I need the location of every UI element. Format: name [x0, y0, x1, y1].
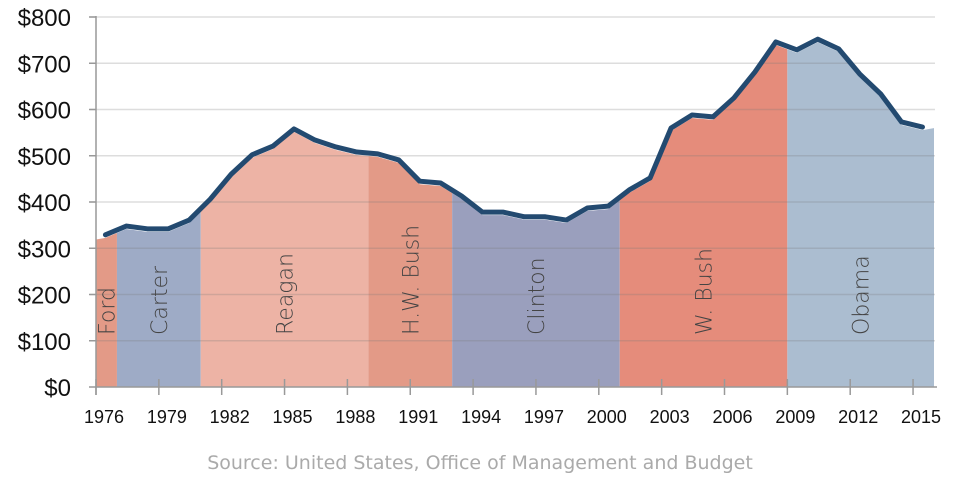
term-label: Clinton	[525, 257, 550, 335]
x-tick-label: 1985	[273, 407, 313, 427]
y-tick-label: $700	[18, 51, 71, 78]
x-tick-label: 1994	[461, 407, 501, 427]
x-tick-label: 1979	[147, 407, 187, 427]
y-tick-label: $800	[18, 5, 71, 32]
gridlines	[89, 16, 935, 388]
y-tick-label: $100	[18, 329, 71, 356]
y-tick-label: $400	[18, 190, 71, 217]
source-note: Source: United States, Office of Managem…	[207, 452, 753, 474]
term-label: Ford	[95, 287, 120, 335]
axes	[95, 16, 937, 395]
x-tick-label: 1982	[210, 407, 250, 427]
term-label: Carter	[148, 265, 173, 335]
x-tick-label: 2009	[775, 407, 815, 427]
x-tick-label: 2015	[901, 407, 941, 427]
term-bands	[96, 42, 934, 387]
x-tick-label: 1976	[84, 407, 124, 427]
term-label: Reagan	[274, 253, 299, 335]
term-label: W. Bush	[693, 248, 718, 335]
x-tick-label: 1991	[398, 407, 438, 427]
x-tick-label: 2012	[838, 407, 878, 427]
term-labels: Ford Carter Reagan H.W. Bush Clinton W. Bush O…	[95, 225, 874, 335]
x-tick-label: 2000	[587, 407, 627, 427]
y-tick-label: $0	[44, 375, 71, 402]
term-label: Obama	[850, 255, 875, 335]
x-tick-label: 1997	[524, 407, 564, 427]
x-tick-labels: 1976 1979 1982 1985 1988 1991 1994 1997 2000 2003…	[84, 407, 941, 427]
spending-line	[102, 36, 925, 238]
x-tick-label: 2006	[712, 407, 752, 427]
y-tick-label: $500	[18, 144, 71, 171]
y-tick-labels: $0 $100 $200 $300 $400 $500 $600 $700 $800	[18, 5, 71, 402]
y-tick-label: $600	[18, 98, 71, 125]
y-tick-label: $300	[18, 236, 71, 263]
y-tick-label: $200	[18, 283, 71, 310]
x-tick-label: 2003	[650, 407, 690, 427]
term-label: H.W. Bush	[399, 225, 424, 335]
x-tick-label: 1988	[335, 407, 375, 427]
